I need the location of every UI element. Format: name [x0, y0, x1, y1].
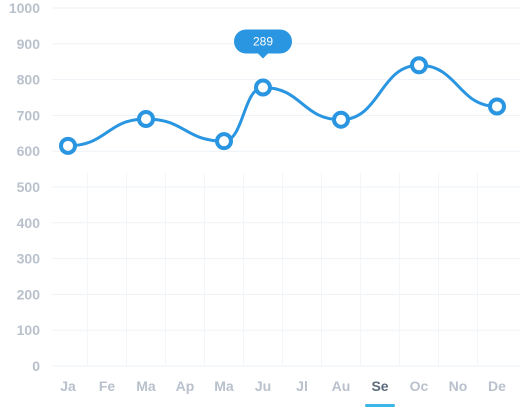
y-tick-label: 600	[17, 143, 41, 159]
y-tick-label: 300	[17, 251, 41, 267]
x-tick-label[interactable]: Jl	[296, 378, 308, 394]
y-tick-label: 900	[17, 36, 41, 52]
tooltip: 289	[234, 29, 292, 58]
grid-layer	[52, 8, 520, 366]
y-tick-label: 500	[17, 179, 41, 195]
x-tick-label[interactable]: Ap	[176, 378, 195, 394]
y-tick-label: 700	[17, 107, 41, 123]
data-point[interactable]	[256, 80, 270, 94]
tooltip-label: 289	[253, 34, 273, 48]
x-tick-label[interactable]: De	[488, 378, 506, 394]
y-tick-label: 100	[17, 322, 41, 338]
y-axis-ticks: 0 100 200 300 400 500 600 700 800 900 1000	[9, 0, 40, 374]
x-tick-label[interactable]: Ju	[255, 378, 271, 394]
data-point[interactable]	[334, 113, 348, 127]
y-tick-label: 0	[32, 358, 40, 374]
data-point[interactable]	[61, 139, 75, 153]
x-tick-label[interactable]: Ma	[136, 378, 156, 394]
y-tick-label: 200	[17, 286, 41, 302]
data-point[interactable]	[217, 134, 231, 148]
x-tick-label[interactable]: No	[449, 378, 468, 394]
x-tick-label[interactable]: Fe	[99, 378, 116, 394]
data-point[interactable]	[490, 99, 504, 113]
x-tick-label[interactable]: Au	[332, 378, 351, 394]
y-tick-label: 1000	[9, 0, 40, 16]
data-point[interactable]	[412, 58, 426, 72]
y-tick-label: 400	[17, 215, 41, 231]
data-point[interactable]	[139, 112, 153, 126]
data-points	[61, 58, 504, 153]
active-tick-underline	[365, 404, 395, 407]
x-tick-label[interactable]: Se	[371, 378, 388, 394]
x-tick-label[interactable]: Ma	[214, 378, 234, 394]
x-tick-label[interactable]: Oc	[410, 378, 429, 394]
x-axis-ticks: Ja Fe Ma Ap Ma Ju Jl Au Se Oc No De	[60, 378, 506, 394]
y-tick-label: 800	[17, 72, 41, 88]
series-line	[68, 65, 497, 146]
x-tick-label[interactable]: Ja	[60, 378, 76, 394]
